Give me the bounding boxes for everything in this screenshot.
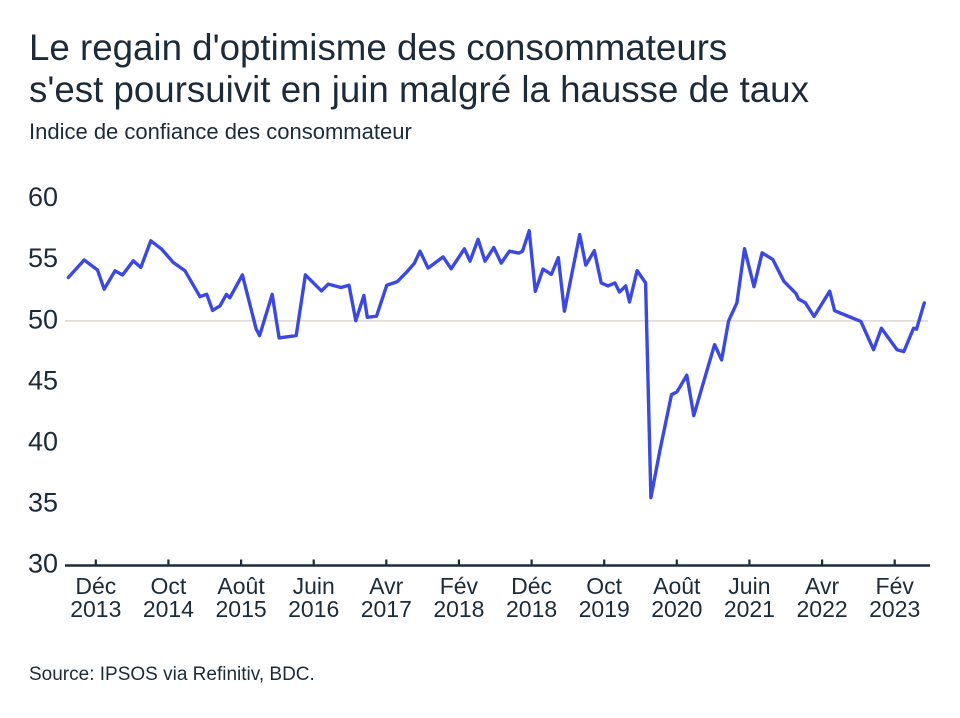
svg-text:2022: 2022 [797,596,848,622]
svg-text:2018: 2018 [433,596,484,622]
svg-text:2021: 2021 [724,596,775,622]
svg-text:2015: 2015 [216,596,267,622]
svg-text:2013: 2013 [70,596,121,622]
svg-text:2014: 2014 [143,596,194,622]
svg-text:2017: 2017 [361,596,412,622]
svg-text:2023: 2023 [869,596,920,622]
svg-text:2020: 2020 [651,596,702,622]
svg-text:30: 30 [28,548,58,578]
svg-text:55: 55 [28,243,58,273]
svg-text:45: 45 [28,365,58,395]
svg-text:35: 35 [28,487,58,517]
svg-text:50: 50 [28,304,58,334]
svg-text:2018: 2018 [506,596,557,622]
svg-text:2016: 2016 [288,596,339,622]
svg-text:40: 40 [28,426,58,456]
svg-text:2019: 2019 [579,596,630,622]
svg-text:60: 60 [28,182,58,212]
